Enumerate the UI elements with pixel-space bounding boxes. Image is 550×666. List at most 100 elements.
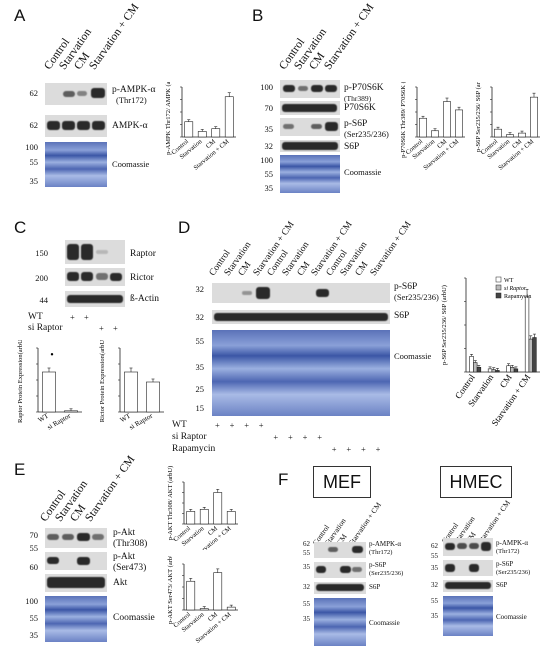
plus-sign: + [70,312,75,322]
mw-marker: 55 [264,169,274,179]
bar [213,492,223,525]
bar [146,381,160,413]
row-label: Coomassie [344,167,382,177]
row-label: p-AMPK-α [112,85,156,95]
legend-entry: si Raptor [504,286,527,292]
mw-marker: 55 [29,157,39,167]
row-label: (Thr172) [116,95,147,105]
plus-sign: + [258,420,264,430]
bar [455,109,463,138]
condition-label: Rapamycin [172,444,216,454]
blot-p-s6p [280,118,340,136]
bar [124,371,138,413]
category-label: si Raptor [128,411,155,431]
mw-marker: 100 [260,155,273,165]
bar [506,365,511,373]
bar [213,572,223,611]
plus-sign: + [244,420,249,430]
lane-label: Starvation + CM [83,453,138,524]
bar [491,369,496,373]
plus-sign: + [99,323,104,333]
mw-marker: 62 [303,540,310,548]
plus-sign: + [302,432,308,442]
category-label: CM [498,372,514,389]
mw-marker: 200 [35,273,48,283]
mw-marker: 55 [303,549,310,557]
bar [197,131,207,138]
row-label: (Ser235/236) [369,570,404,577]
bar [431,130,439,138]
coomassie-gel [45,142,107,187]
row-label: Coomassie [394,351,432,361]
category-label: si Raptor [46,411,73,431]
bar [530,96,538,138]
row-label: p-Akt [113,528,136,538]
bar [510,367,515,373]
blot-akt [45,574,107,592]
condition-label: si Raptor [172,432,207,442]
significance-marker: • [50,350,54,361]
blot-p70s6k [280,101,340,115]
panel-label-c: C [14,218,27,237]
mw-marker: 55 [431,552,438,560]
bar [473,362,478,373]
row-label: S6P [344,142,360,152]
mw-marker: 32 [303,583,310,591]
row-label: S6P [394,311,410,321]
row-label: p-Akt [113,552,136,562]
mw-marker: 62 [29,120,39,130]
blot-p-s6p-hmec [443,560,493,576]
cell-line-mef: MEF [313,466,371,498]
condition-label: WT [172,420,187,430]
y-axis-label: p-P70S6K Thr389/ P70S6K (arbU) [400,82,407,158]
condition-label: si Raptor [28,323,63,333]
lane-label: Starvation + CM [322,1,377,73]
mw-marker: 70 [29,530,39,540]
row-label: (Thr308) [113,539,148,549]
bar [186,511,196,525]
plus-sign: + [331,444,337,454]
row-label: (Ser235/236) [344,129,389,139]
row-label: p-AMPK-α [496,539,529,547]
row-label: (Ser473) [113,563,147,573]
row-label: Coomassie [496,613,527,621]
bar [513,368,519,373]
legend-swatch [495,276,502,283]
row-label: p-S6P [344,119,368,129]
mw-marker: 55 [29,543,39,553]
mw-marker: 25 [195,384,205,394]
bar [226,511,236,525]
bar [42,371,56,413]
mw-marker: 55 [195,336,205,346]
mw-marker: 55 [303,600,310,608]
y-axis-label: p-S6P Ser235/236/ S6P (arbU) [475,82,482,152]
plus-sign: + [273,432,279,442]
plus-sign: + [229,420,235,430]
bar [199,608,209,611]
plus-sign: + [288,432,293,442]
lane-label: Starvation + CM [368,219,414,278]
coomassie-gel [314,598,366,646]
mw-marker: 32 [195,284,205,294]
blot-p-akt-thr308 [45,528,107,548]
panel-label-f: F [278,470,289,489]
row-label: Coomassie [113,613,155,623]
row-label: Coomassie [369,619,400,627]
y-axis-label: p-AKT Ser473/ AKT (arbU) [167,556,174,624]
row-label: S6P [496,581,508,589]
lane-label: Starvation + CM [87,1,142,73]
mw-marker: 44 [39,295,49,305]
plus-sign: + [346,444,352,454]
plus-sign: + [375,444,381,454]
y-axis-label: p-AMPK Thr172/ AMPK (arbU) [165,82,172,155]
mw-marker: 100 [25,142,38,152]
row-label: (Ser235/236) [496,569,531,576]
row-label: Rictor [130,273,154,283]
row-label: (Ser235/236) [394,292,439,302]
plus-sign: + [113,323,118,333]
mw-marker: 150 [35,248,48,258]
